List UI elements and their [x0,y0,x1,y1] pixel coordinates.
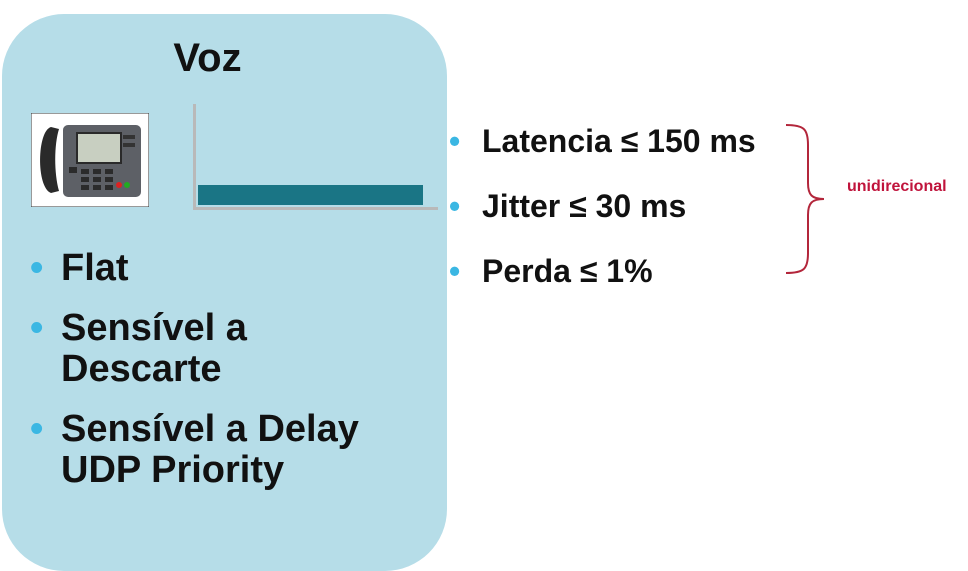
panel-title: Voz [173,36,242,80]
characteristics-list: • Flat • Sensível a Descarte • Sensível … [30,248,359,510]
characteristic-line-2: UDP Priority [61,449,285,491]
bullet-dot: • [30,247,44,289]
chart-horizontal-axis [193,207,438,210]
characteristic-line-1: Sensível a [61,307,247,349]
requirement-text: Perda ≤ 1% [482,253,653,289]
characteristic-item: • Sensível a Delay UDP Priority [30,409,359,491]
ip-phone-icon [31,113,149,207]
bullet-dot: • [449,253,461,289]
brace-label: unidirecional [847,178,947,195]
characteristic-line-1: Flat [61,247,129,289]
voice-panel [2,14,447,571]
requirements-list: • Latencia ≤ 150 ms • Jitter ≤ 30 ms • P… [449,122,756,317]
characteristic-line-1: Sensível a Delay [61,408,359,450]
requirement-text: Latencia ≤ 150 ms [482,123,756,159]
requirement-latency: • Latencia ≤ 150 ms [449,122,756,160]
characteristic-item: • Sensível a Descarte [30,308,359,390]
requirement-loss: • Perda ≤ 1% [449,252,756,290]
characteristic-line-2: Descarte [61,348,222,390]
flat-traffic-bar [198,185,423,205]
curly-brace [785,124,825,274]
requirement-jitter: • Jitter ≤ 30 ms [449,187,756,225]
bullet-dot: • [30,408,44,450]
bullet-dot: • [30,307,44,349]
bullet-dot: • [449,123,461,159]
chart-vertical-axis [193,104,196,210]
requirement-text: Jitter ≤ 30 ms [482,188,687,224]
characteristic-item: • Flat [30,248,359,289]
bullet-dot: • [449,188,461,224]
